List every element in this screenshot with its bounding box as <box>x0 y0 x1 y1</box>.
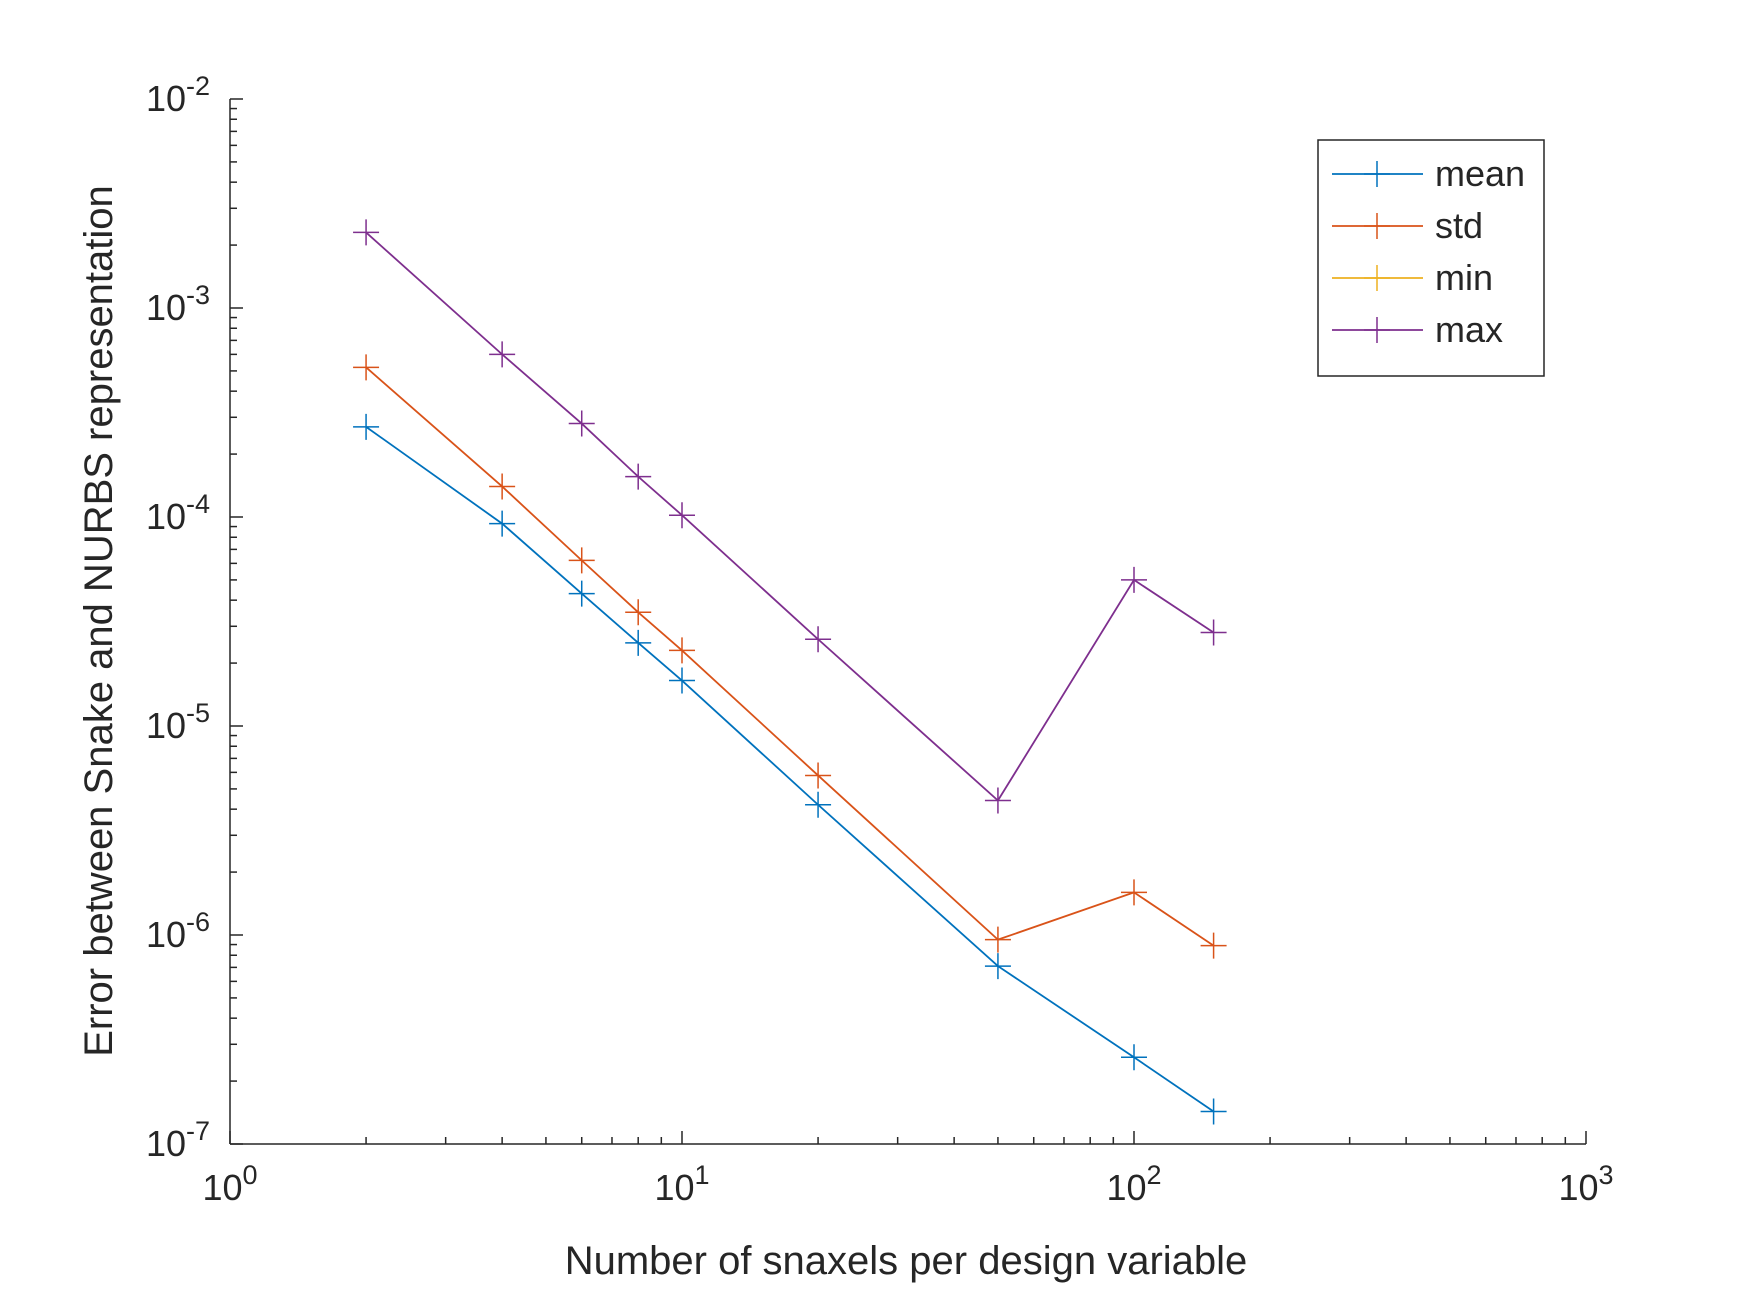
legend-box <box>1317 139 1545 377</box>
y-tick-label: 10-6 <box>146 907 210 955</box>
marker <box>625 629 652 656</box>
y-tick-label: 10-7 <box>146 1116 210 1164</box>
marker <box>568 580 595 607</box>
marker <box>568 547 595 574</box>
legend: mean std min max <box>1317 139 1545 377</box>
marker <box>1121 1044 1147 1071</box>
marker <box>1121 566 1147 593</box>
marker <box>1200 932 1227 959</box>
legend-label: std <box>1435 205 1483 246</box>
marker <box>805 626 832 653</box>
legend-marker <box>1364 317 1390 343</box>
marker <box>625 599 652 626</box>
marker <box>1200 1098 1227 1125</box>
marker <box>625 463 652 490</box>
legend-label: min <box>1435 257 1493 298</box>
legend-marker <box>1364 213 1390 239</box>
marker <box>984 926 1011 953</box>
marker <box>805 762 832 789</box>
x-tick-label: 101 <box>654 1160 709 1208</box>
marker <box>489 473 516 500</box>
marker <box>353 354 380 381</box>
marker <box>984 787 1011 814</box>
marker <box>805 791 832 818</box>
legend-marker <box>1364 161 1390 187</box>
marker <box>353 413 380 440</box>
x-axis-label: Number of snaxels per design variable <box>565 1239 1248 1283</box>
x-tick-label: 100 <box>202 1160 257 1208</box>
x-tick-label: 102 <box>1106 1160 1161 1208</box>
marker <box>489 341 516 368</box>
marker <box>1200 619 1227 646</box>
y-tick-label: 10-2 <box>146 71 210 119</box>
legend-label: mean <box>1435 153 1525 194</box>
marker <box>489 510 516 537</box>
marker <box>568 410 595 437</box>
y-tick-label: 10-5 <box>146 698 210 746</box>
y-tick-label: 10-4 <box>146 489 210 537</box>
marker <box>669 502 695 529</box>
marker <box>1121 879 1147 906</box>
legend-marker <box>1364 265 1390 291</box>
marker <box>669 667 695 694</box>
marker <box>669 637 695 664</box>
marker <box>353 219 380 246</box>
y-tick-label: 10-3 <box>146 280 210 328</box>
y-axis-label: Error between Snake and NURBS representa… <box>77 185 121 1057</box>
x-tick-label: 103 <box>1558 1160 1613 1208</box>
legend-label: max <box>1435 309 1503 350</box>
marker <box>984 953 1011 980</box>
